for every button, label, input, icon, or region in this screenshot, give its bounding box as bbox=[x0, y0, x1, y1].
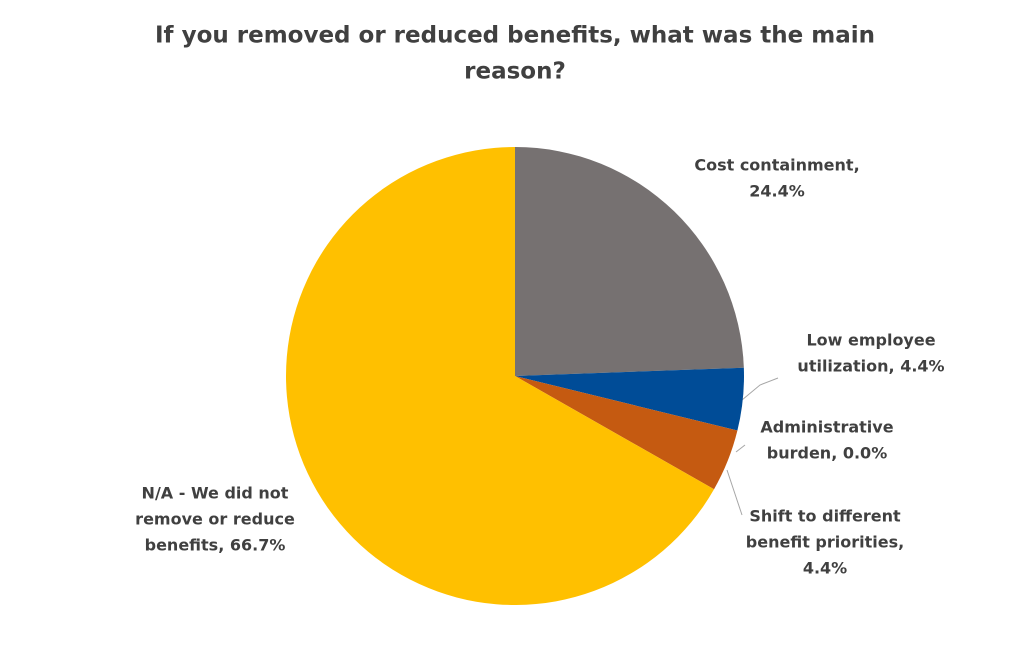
leader-line bbox=[741, 377, 779, 401]
data-label: Shift to different bbox=[749, 507, 901, 526]
pie-slice bbox=[515, 367, 744, 431]
data-label: Low employee bbox=[806, 331, 935, 350]
data-label: 4.4% bbox=[803, 559, 847, 578]
pie-slice bbox=[515, 147, 744, 376]
data-label: burden, 0.0% bbox=[767, 444, 887, 463]
data-label: benefit priorities, bbox=[746, 533, 904, 552]
chart-title: If you removed or reduced benefits, what… bbox=[155, 23, 875, 49]
data-label: remove or reduce bbox=[135, 510, 295, 529]
data-label: utilization, 4.4% bbox=[797, 357, 944, 376]
data-label: N/A - We did not bbox=[142, 484, 289, 503]
pie-slice bbox=[286, 147, 715, 605]
leader-line bbox=[735, 444, 746, 453]
leader-line bbox=[726, 469, 743, 516]
data-label: Cost containment, bbox=[694, 156, 859, 175]
chart-title: reason? bbox=[464, 59, 566, 85]
pie-slice bbox=[515, 376, 738, 490]
data-label: 24.4% bbox=[749, 182, 805, 201]
data-label: Administrative bbox=[760, 418, 893, 437]
data-label: benefits, 66.7% bbox=[145, 536, 286, 555]
